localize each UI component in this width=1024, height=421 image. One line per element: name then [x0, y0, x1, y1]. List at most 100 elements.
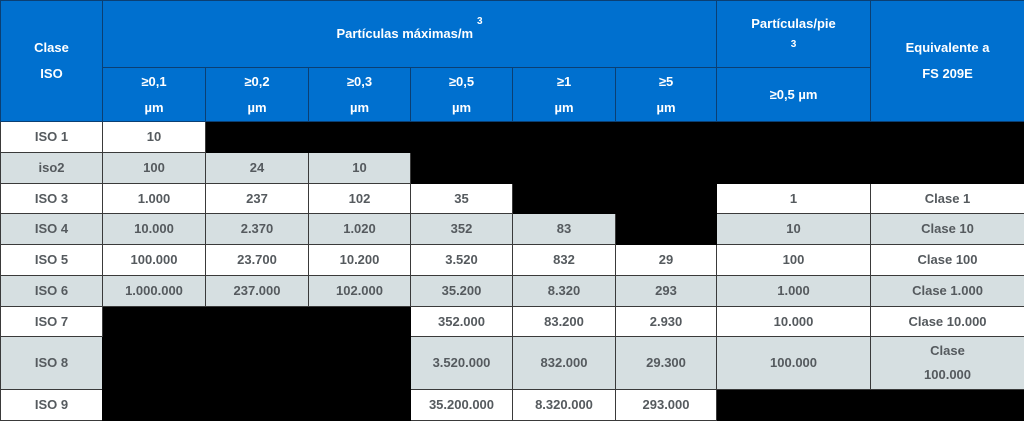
size-op: ≥1	[556, 73, 572, 89]
cell-blank	[409, 152, 1024, 184]
size-unit: µm	[451, 99, 472, 115]
header-equivalente: Equivalente a FS 209E	[870, 0, 1024, 122]
cell-v02: 237	[205, 183, 309, 214]
cell-v02: 24	[205, 152, 309, 184]
cell-v1: 8.320.000	[512, 389, 616, 421]
cell-blank	[204, 121, 1024, 153]
cell-clase: iso2	[0, 152, 103, 184]
cell-v5: 29.300	[614, 336, 718, 390]
cell-pie: 10.000	[716, 306, 872, 337]
cell-blank	[614, 213, 718, 245]
cell-fs-line2: 100.000	[924, 367, 972, 382]
cell-v5: 293	[614, 275, 718, 307]
cell-clase: ISO 7	[0, 306, 103, 337]
size-unit: µm	[349, 99, 370, 115]
cell-fs: Clase 100.000	[870, 336, 1024, 390]
cell-v01: 10	[102, 121, 206, 153]
cell-fs: Clase 100	[870, 244, 1024, 276]
size-op: ≥0,3	[346, 73, 373, 89]
header-size-0-1: ≥0,1 µm	[102, 67, 206, 122]
header-iso-line2: ISO	[40, 66, 63, 81]
cell-v01: 1.000	[102, 183, 206, 214]
cell-fs: Clase 1	[870, 183, 1024, 214]
table-row: ISO 8 3.520.000 832.000 29.300 100.000 C…	[0, 336, 1024, 390]
size-op: ≥0,1	[141, 73, 167, 89]
cell-v01: 100.000	[102, 244, 206, 276]
size-op: ≥0,2	[244, 73, 270, 89]
size-unit: µm	[554, 99, 574, 115]
cell-clase: ISO 9	[0, 389, 103, 421]
cell-v01: 100	[102, 152, 206, 184]
header-size-0-2: ≥0,2 µm	[205, 67, 309, 122]
cell-v1: 832	[512, 244, 616, 276]
cell-v02: 2.370	[205, 213, 309, 245]
cell-v5: 293.000	[614, 389, 718, 421]
size-op: ≥5	[658, 73, 674, 89]
cell-v03: 102.000	[308, 275, 411, 307]
cell-clase: ISO 5	[0, 244, 103, 276]
header-equivalente-line1: Equivalente a	[905, 40, 990, 55]
cell-pie: 1	[716, 183, 872, 214]
cell-pie: 1.000	[716, 275, 872, 307]
table-row: ISO 7 352.000 83.200 2.930 10.000 Clase …	[0, 306, 1024, 421]
header-size-5: ≥5 µm	[614, 67, 718, 122]
cell-v03: 10.200	[308, 244, 411, 276]
size-unit: µm	[247, 99, 267, 115]
size-op: ≥0,5	[448, 73, 475, 89]
table-row: ISO 3 1.000 237 102 35 1 Clase 1	[0, 183, 1024, 214]
table-row: ISO 4 10.000 2.370 1.020 352 83 10 Clase…	[0, 213, 1024, 245]
cell-v1: 832.000	[512, 336, 616, 390]
table-row: ISO 1 10	[0, 121, 1024, 153]
table-row: ISO 9 35.200.000 8.320.000 293.000	[0, 389, 1024, 421]
cell-v05: 35	[410, 183, 513, 214]
cell-clase: ISO 1	[0, 121, 103, 153]
header-size-0-3: ≥0,3 µm	[308, 67, 411, 122]
size-unit: µm	[144, 99, 164, 115]
header-particulas-pie3: Partículas/pie 3	[716, 0, 872, 68]
cell-v03: 1.020	[308, 213, 411, 245]
header-clase-line1: Clase	[34, 40, 69, 55]
table-row: ISO 6 1.000.000 237.000 102.000 35.200 8…	[0, 275, 1024, 307]
cell-v02: 237.000	[205, 275, 309, 307]
cell-v01: 10.000	[102, 213, 206, 245]
cell-v05: 35.200	[410, 275, 513, 307]
cell-v03: 102	[308, 183, 411, 214]
cell-v5: 29	[614, 244, 718, 276]
cell-v1: 8.320	[512, 275, 616, 307]
cell-v05: 352	[410, 213, 513, 245]
cell-v5: 2.930	[614, 306, 718, 337]
header-equivalente-line2: FS 209E	[922, 66, 973, 81]
cell-pie: 100	[716, 244, 872, 276]
cell-fs: Clase 10	[870, 213, 1024, 245]
cell-clase: ISO 3	[0, 183, 103, 214]
table-row: iso2 100 24 10	[0, 152, 1024, 184]
header-clase-iso: Clase ISO	[0, 0, 103, 122]
header-particulas-m3: Partículas máximas/m3	[101, 0, 718, 68]
cell-blank	[511, 183, 718, 214]
cell-v01: 1.000.000	[102, 275, 206, 307]
cell-clase: ISO 8	[0, 336, 103, 390]
cell-v02: 23.700	[205, 244, 309, 276]
cell-clase: ISO 6	[0, 275, 103, 307]
cell-blank	[102, 306, 411, 421]
cell-pie: 100.000	[716, 336, 872, 390]
cell-v03: 10	[308, 152, 411, 184]
header-particulas-pie3-label: Partículas/pie	[751, 16, 836, 31]
table-row: ISO 5 100.000 23.700 10.200 3.520 832 29…	[0, 244, 1024, 276]
cell-v1: 83	[512, 213, 616, 245]
size-unit: µm	[656, 99, 676, 115]
cell-v05: 35.200.000	[410, 389, 513, 421]
header-size-1: ≥1 µm	[512, 67, 616, 122]
header-particulas-m3-label: Partículas máximas/m	[336, 26, 474, 41]
cell-blank	[716, 389, 1024, 421]
cell-v1: 83.200	[512, 306, 616, 337]
cell-fs: Clase 1.000	[870, 275, 1024, 307]
cell-fs: Clase 10.000	[870, 306, 1024, 337]
cell-v05: 3.520	[410, 244, 513, 276]
cell-fs-line1: Clase	[930, 343, 965, 358]
cell-v05: 352.000	[410, 306, 513, 337]
header-particulas-pie3-sup: 3	[790, 39, 797, 50]
cell-clase: ISO 4	[0, 213, 103, 245]
header-size-0-5: ≥0,5 µm	[410, 67, 513, 122]
